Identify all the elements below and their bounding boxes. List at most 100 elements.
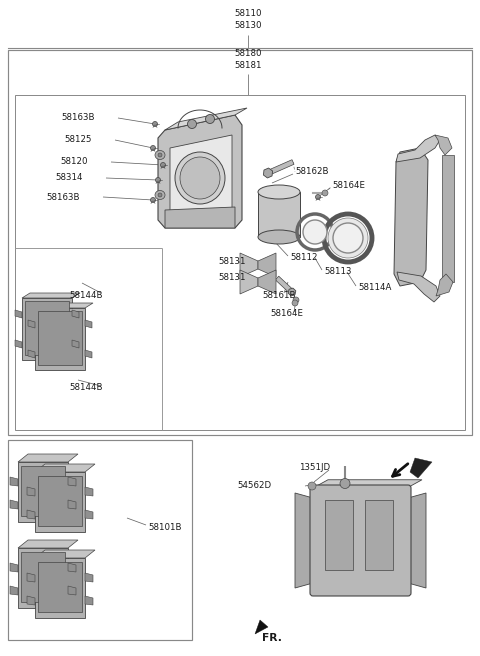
Circle shape bbox=[188, 119, 196, 129]
Text: 58131: 58131 bbox=[218, 258, 245, 266]
Polygon shape bbox=[27, 573, 35, 582]
Bar bbox=[325, 500, 353, 570]
Circle shape bbox=[156, 178, 160, 182]
Polygon shape bbox=[27, 596, 35, 605]
Circle shape bbox=[340, 478, 350, 489]
Polygon shape bbox=[35, 303, 93, 308]
Text: 58112: 58112 bbox=[290, 253, 317, 262]
Polygon shape bbox=[436, 274, 453, 296]
Polygon shape bbox=[68, 563, 76, 572]
Circle shape bbox=[303, 220, 327, 244]
Circle shape bbox=[292, 300, 298, 306]
Polygon shape bbox=[397, 272, 440, 302]
Polygon shape bbox=[35, 308, 85, 370]
Bar bbox=[15, 95, 465, 430]
Polygon shape bbox=[435, 135, 452, 155]
Circle shape bbox=[151, 146, 156, 150]
Circle shape bbox=[160, 163, 166, 167]
Polygon shape bbox=[10, 586, 18, 595]
Polygon shape bbox=[38, 562, 82, 612]
Text: 1351JD: 1351JD bbox=[299, 464, 330, 472]
Polygon shape bbox=[72, 340, 79, 348]
Bar bbox=[442, 155, 454, 282]
Polygon shape bbox=[27, 487, 35, 496]
Text: 58181: 58181 bbox=[234, 62, 262, 70]
Polygon shape bbox=[410, 458, 432, 478]
Text: 58314: 58314 bbox=[56, 173, 83, 182]
Text: 58120: 58120 bbox=[60, 157, 88, 167]
Polygon shape bbox=[22, 293, 80, 298]
Polygon shape bbox=[22, 298, 72, 360]
Polygon shape bbox=[258, 253, 276, 277]
Polygon shape bbox=[10, 563, 18, 572]
Text: 58162B: 58162B bbox=[295, 167, 328, 176]
Polygon shape bbox=[27, 510, 35, 519]
Polygon shape bbox=[255, 620, 268, 634]
Polygon shape bbox=[10, 477, 18, 486]
Text: 58130: 58130 bbox=[234, 22, 262, 30]
Polygon shape bbox=[85, 596, 93, 605]
Circle shape bbox=[308, 482, 316, 490]
Polygon shape bbox=[35, 558, 85, 618]
Polygon shape bbox=[25, 301, 69, 355]
Text: 58163B: 58163B bbox=[47, 194, 80, 203]
Polygon shape bbox=[170, 135, 232, 215]
Polygon shape bbox=[28, 350, 35, 358]
FancyBboxPatch shape bbox=[310, 485, 411, 596]
Polygon shape bbox=[240, 253, 258, 277]
Ellipse shape bbox=[180, 157, 220, 199]
Text: FR.: FR. bbox=[262, 633, 282, 643]
Polygon shape bbox=[267, 159, 294, 175]
Text: 58180: 58180 bbox=[234, 49, 262, 58]
Polygon shape bbox=[18, 462, 68, 522]
Polygon shape bbox=[396, 135, 440, 162]
Polygon shape bbox=[85, 320, 92, 328]
Polygon shape bbox=[85, 573, 93, 582]
Polygon shape bbox=[394, 148, 428, 286]
Polygon shape bbox=[10, 500, 18, 509]
Bar bbox=[365, 500, 393, 570]
Ellipse shape bbox=[258, 185, 300, 199]
Text: 58113: 58113 bbox=[324, 268, 351, 276]
Bar bbox=[8, 440, 192, 640]
Polygon shape bbox=[85, 510, 93, 519]
Polygon shape bbox=[35, 472, 85, 532]
Polygon shape bbox=[15, 310, 22, 318]
Polygon shape bbox=[35, 464, 95, 472]
Polygon shape bbox=[15, 340, 22, 348]
Polygon shape bbox=[85, 487, 93, 496]
Text: 58161B: 58161B bbox=[262, 291, 296, 300]
Text: 58114A: 58114A bbox=[358, 283, 391, 293]
Text: 58144B: 58144B bbox=[70, 291, 103, 300]
Text: 58101B: 58101B bbox=[148, 522, 181, 531]
Bar bbox=[258, 192, 300, 237]
Polygon shape bbox=[68, 477, 76, 486]
Text: 54562D: 54562D bbox=[238, 482, 272, 491]
Polygon shape bbox=[28, 320, 35, 328]
Polygon shape bbox=[21, 466, 65, 516]
Polygon shape bbox=[408, 493, 426, 588]
Polygon shape bbox=[18, 540, 78, 548]
Polygon shape bbox=[264, 168, 273, 178]
Polygon shape bbox=[38, 476, 82, 526]
Ellipse shape bbox=[155, 190, 165, 199]
Text: 58125: 58125 bbox=[64, 136, 92, 144]
Circle shape bbox=[333, 223, 363, 253]
Polygon shape bbox=[68, 500, 76, 509]
Text: 58163B: 58163B bbox=[61, 113, 95, 123]
Polygon shape bbox=[313, 480, 422, 488]
Polygon shape bbox=[276, 276, 294, 294]
Circle shape bbox=[158, 193, 162, 197]
Polygon shape bbox=[72, 310, 79, 318]
Circle shape bbox=[293, 297, 299, 303]
Text: 58144B: 58144B bbox=[70, 384, 103, 392]
Polygon shape bbox=[295, 493, 313, 588]
Text: 58110: 58110 bbox=[234, 9, 262, 18]
Polygon shape bbox=[240, 270, 258, 294]
Circle shape bbox=[153, 121, 157, 127]
Polygon shape bbox=[288, 288, 296, 296]
Circle shape bbox=[328, 218, 368, 258]
Polygon shape bbox=[21, 552, 65, 602]
Polygon shape bbox=[165, 207, 235, 228]
Polygon shape bbox=[35, 550, 95, 558]
